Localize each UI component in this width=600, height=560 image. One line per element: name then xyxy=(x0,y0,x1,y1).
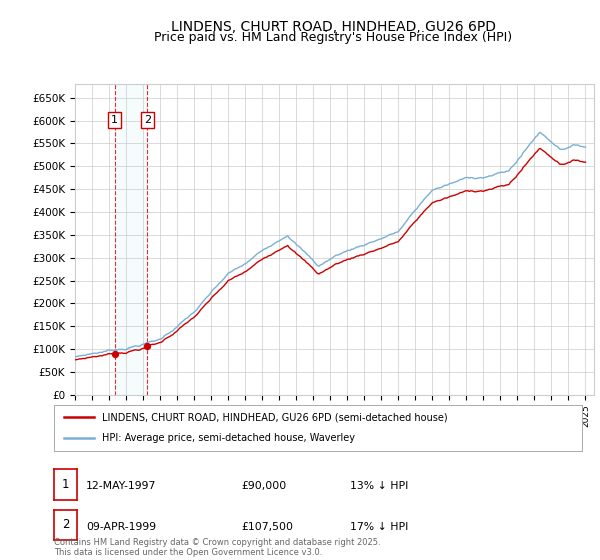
Text: 1: 1 xyxy=(62,478,69,491)
Text: LINDENS, CHURT ROAD, HINDHEAD, GU26 6PD: LINDENS, CHURT ROAD, HINDHEAD, GU26 6PD xyxy=(170,20,496,34)
Text: 09-APR-1999: 09-APR-1999 xyxy=(86,521,156,531)
Text: 2: 2 xyxy=(144,115,151,125)
Text: 1: 1 xyxy=(111,115,118,125)
Point xyxy=(110,349,119,358)
Text: 12-MAY-1997: 12-MAY-1997 xyxy=(86,480,156,491)
Text: 17% ↓ HPI: 17% ↓ HPI xyxy=(350,521,408,531)
Text: Contains HM Land Registry data © Crown copyright and database right 2025.
This d: Contains HM Land Registry data © Crown c… xyxy=(54,538,380,557)
Text: HPI: Average price, semi-detached house, Waverley: HPI: Average price, semi-detached house,… xyxy=(101,433,355,444)
Text: Price paid vs. HM Land Registry's House Price Index (HPI): Price paid vs. HM Land Registry's House … xyxy=(154,31,512,44)
Bar xyxy=(115,84,148,395)
Text: LINDENS, CHURT ROAD, HINDHEAD, GU26 6PD (semi-detached house): LINDENS, CHURT ROAD, HINDHEAD, GU26 6PD … xyxy=(101,412,447,422)
Text: 2: 2 xyxy=(62,519,69,531)
Text: £90,000: £90,000 xyxy=(242,480,287,491)
Text: £107,500: £107,500 xyxy=(242,521,294,531)
Text: 13% ↓ HPI: 13% ↓ HPI xyxy=(350,480,408,491)
Point xyxy=(143,341,152,350)
